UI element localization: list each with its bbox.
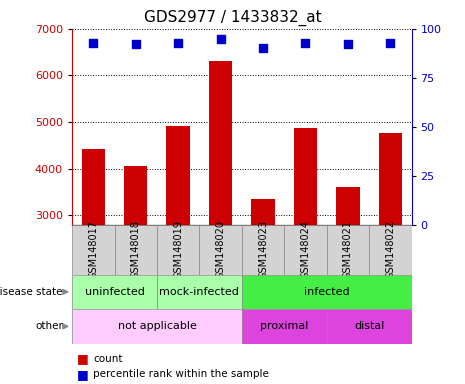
Bar xyxy=(336,187,359,355)
Point xyxy=(302,40,309,46)
Point xyxy=(132,41,140,48)
Text: proximal: proximal xyxy=(260,321,308,331)
Text: ■: ■ xyxy=(77,353,93,366)
Bar xyxy=(157,275,242,309)
Bar xyxy=(72,225,114,275)
Text: GSM148019: GSM148019 xyxy=(173,220,183,279)
Bar xyxy=(242,275,412,309)
Text: mock-infected: mock-infected xyxy=(159,287,239,297)
Text: not applicable: not applicable xyxy=(118,321,196,331)
Text: GSM148023: GSM148023 xyxy=(258,220,268,279)
Text: distal: distal xyxy=(354,321,384,331)
Text: uninfected: uninfected xyxy=(85,287,145,297)
Text: percentile rank within the sample: percentile rank within the sample xyxy=(93,369,269,379)
Bar xyxy=(72,309,242,344)
Bar xyxy=(242,225,284,275)
Text: infected: infected xyxy=(304,287,350,297)
Bar xyxy=(379,133,402,355)
Text: other: other xyxy=(35,321,63,331)
Text: GSM148018: GSM148018 xyxy=(131,220,141,279)
Bar xyxy=(114,225,157,275)
Point xyxy=(217,36,224,42)
Text: ■: ■ xyxy=(77,368,93,381)
Bar xyxy=(284,225,326,275)
Bar xyxy=(72,275,157,309)
Bar xyxy=(199,225,242,275)
Bar xyxy=(326,309,412,344)
Text: GSM148024: GSM148024 xyxy=(300,220,311,279)
Bar xyxy=(124,166,147,355)
Point xyxy=(174,40,182,46)
Point xyxy=(90,40,97,46)
Point xyxy=(259,45,267,51)
Bar xyxy=(326,225,369,275)
Bar xyxy=(252,199,275,355)
Text: GDS2977 / 1433832_at: GDS2977 / 1433832_at xyxy=(144,10,321,26)
Bar xyxy=(294,127,317,355)
Bar xyxy=(82,149,105,355)
Text: disease state: disease state xyxy=(0,287,63,297)
Bar xyxy=(209,61,232,355)
Text: GSM148021: GSM148021 xyxy=(343,220,353,279)
Point xyxy=(386,40,394,46)
Bar xyxy=(242,309,326,344)
Text: GSM148017: GSM148017 xyxy=(88,220,98,279)
Point xyxy=(344,41,352,48)
Bar xyxy=(369,225,412,275)
Text: count: count xyxy=(93,354,122,364)
Bar xyxy=(166,126,190,355)
Text: GSM148020: GSM148020 xyxy=(216,220,226,279)
Bar xyxy=(157,225,199,275)
Text: GSM148022: GSM148022 xyxy=(385,220,395,279)
